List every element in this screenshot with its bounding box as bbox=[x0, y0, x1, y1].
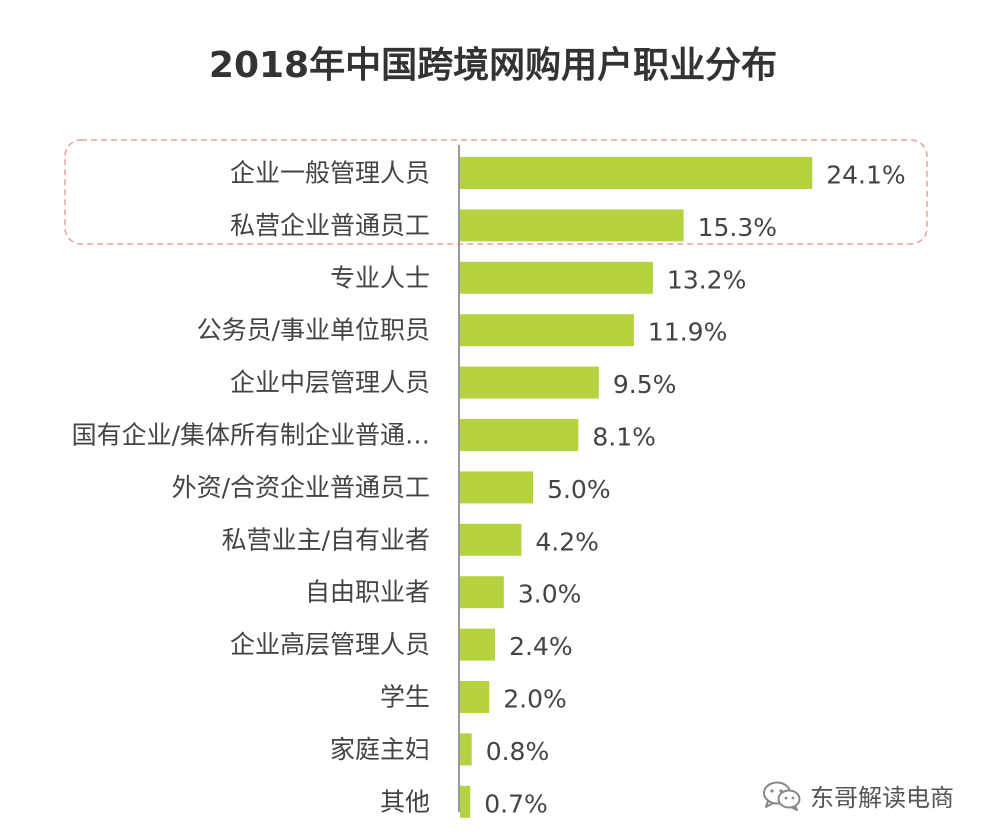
bar bbox=[460, 209, 684, 242]
value-label: 2.0% bbox=[503, 685, 567, 714]
value-label: 2.4% bbox=[509, 632, 573, 661]
category-label: 企业高层管理人员 bbox=[230, 630, 430, 659]
value-label: 9.5% bbox=[613, 370, 677, 399]
bar bbox=[460, 628, 496, 661]
bar bbox=[460, 261, 653, 294]
bar bbox=[460, 681, 490, 713]
watermark: 东哥解读电商 bbox=[762, 778, 954, 813]
value-label: 3.0% bbox=[518, 580, 582, 609]
category-label: 家庭主妇 bbox=[330, 735, 430, 764]
wechat-icon bbox=[763, 781, 801, 811]
chart-title: 2018年中国跨境网购用户职业分布 bbox=[208, 45, 778, 86]
bar bbox=[460, 157, 813, 189]
category-label: 企业一般管理人员 bbox=[230, 159, 430, 188]
category-label: 国有企业/集体所有制企业普通… bbox=[72, 421, 430, 450]
value-label: 0.8% bbox=[486, 737, 550, 766]
category-label: 私营企业普通员工 bbox=[230, 211, 430, 240]
value-label: 8.1% bbox=[592, 423, 656, 452]
bar bbox=[460, 523, 522, 556]
value-label: 13.2% bbox=[667, 265, 746, 294]
category-label: 公务员/事业单位职员 bbox=[197, 316, 430, 345]
highlight-box bbox=[64, 139, 928, 245]
category-label: 学生 bbox=[380, 683, 430, 712]
category-label: 专业人士 bbox=[330, 263, 430, 292]
bar bbox=[460, 419, 579, 451]
bar bbox=[460, 366, 599, 399]
bar bbox=[460, 314, 634, 347]
value-label: 15.3% bbox=[698, 213, 777, 242]
category-label: 其他 bbox=[380, 787, 430, 816]
value-label: 5.0% bbox=[547, 475, 611, 504]
bar bbox=[460, 576, 504, 609]
watermark-text: 东哥解读电商 bbox=[810, 784, 954, 812]
value-label: 0.7% bbox=[484, 789, 548, 818]
category-label: 外资/合资企业普通员工 bbox=[172, 473, 430, 502]
value-label: 24.1% bbox=[826, 161, 905, 190]
bar bbox=[460, 733, 472, 766]
bar bbox=[460, 471, 534, 504]
value-label: 4.2% bbox=[535, 527, 599, 556]
bar bbox=[460, 785, 471, 818]
value-label: 11.9% bbox=[648, 318, 727, 347]
category-label: 自由职业者 bbox=[305, 578, 430, 607]
category-label: 企业中层管理人员 bbox=[230, 368, 430, 397]
category-label: 私营业主/自有业者 bbox=[222, 525, 430, 554]
